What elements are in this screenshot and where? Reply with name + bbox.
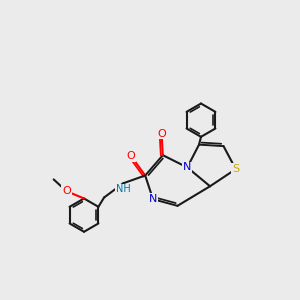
Text: O: O [157,129,166,139]
Text: NH: NH [116,184,130,194]
Text: O: O [127,151,135,161]
Text: N: N [149,194,157,204]
Text: N: N [183,162,191,172]
Text: S: S [232,164,239,174]
Text: O: O [62,186,71,196]
